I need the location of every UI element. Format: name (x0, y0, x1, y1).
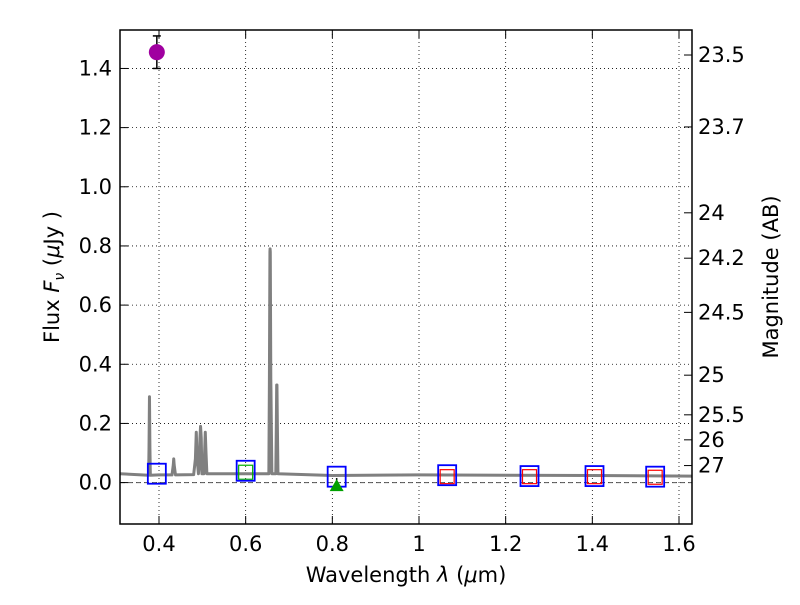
observed-limit-marker (439, 469, 455, 485)
mag-tick-label: 26 (698, 428, 725, 452)
mag-tick-label: 25 (698, 363, 725, 387)
y-tick-label: 0.0 (79, 471, 112, 495)
x-axis-title: Wavelength λ (μm) (306, 563, 507, 587)
mag-tick-label: 23.5 (698, 43, 745, 67)
y-tick-label: 1.4 (79, 56, 112, 80)
mag-tick-label: 24 (698, 201, 725, 225)
model-photometry-marker (519, 465, 540, 487)
mag-tick-label: 27 (698, 454, 725, 478)
axis-ticks: 0.4 0.6 0.8 1 1.2 1.4 1.6 0.0 0.2 0.4 0.6 0.8 1.0 1.2… (79, 30, 745, 556)
observed-limit-marker (647, 469, 663, 485)
model-photometry-marker (235, 459, 256, 482)
upper-limit-triangle (329, 479, 344, 492)
y-tick-label: 0.4 (79, 352, 112, 376)
x-tick-label: 1.2 (489, 532, 522, 556)
x-tick-label: 1.6 (662, 532, 695, 556)
model-photometry-marker (437, 464, 458, 487)
x-tick-label: 0.8 (316, 532, 349, 556)
y-tick-label: 0.8 (79, 234, 112, 258)
data-series (119, 35, 693, 492)
mag-tick-label: 25.5 (698, 403, 745, 427)
x-tick-label: 1.4 (576, 532, 609, 556)
y-axis-title: Flux Fν (μJy ) (40, 211, 68, 343)
model-photometry-marker (146, 462, 167, 485)
model-spectrum-line (119, 247, 693, 478)
y-tick-label: 1.0 (79, 175, 112, 199)
y-tick-label: 1.2 (79, 116, 112, 140)
plot-frame (119, 29, 693, 525)
mag-tick-label: 24.2 (698, 246, 745, 270)
observed-limit-marker (586, 469, 603, 485)
observed-limit-marker (238, 464, 254, 480)
y-tick-label: 0.6 (79, 293, 112, 317)
mag-tick-label: 24.5 (698, 300, 745, 324)
x-tick-label: 0.4 (142, 532, 175, 556)
y2-axis-title: Magnitude (AB) (759, 195, 783, 358)
detection-point (148, 44, 165, 61)
x-tick-label: 1 (412, 532, 425, 556)
mag-tick-label: 23.7 (698, 115, 745, 139)
model-photometry-marker (584, 465, 605, 487)
observed-limit-marker (521, 469, 538, 485)
x-tick-label: 0.6 (229, 532, 262, 556)
model-photometry-marker (645, 465, 666, 488)
y-tick-label: 0.2 (79, 411, 112, 435)
